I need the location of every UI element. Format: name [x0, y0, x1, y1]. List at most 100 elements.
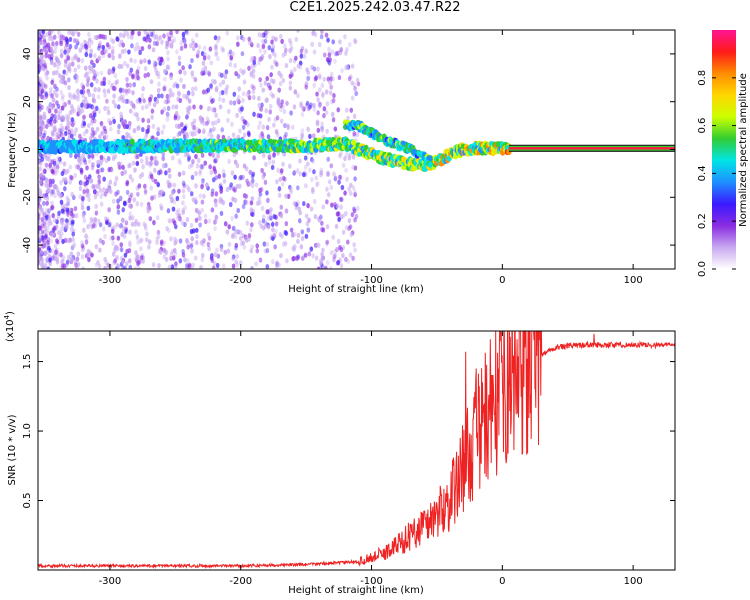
- noise-cell: [114, 176, 119, 182]
- noise-cell: [290, 232, 295, 238]
- noise-cell: [229, 100, 233, 106]
- noise-cell: [231, 132, 236, 138]
- noise-cell: [216, 118, 221, 124]
- noise-cell: [305, 221, 310, 227]
- noise-cell: [190, 70, 195, 76]
- noise-cell: [127, 49, 131, 55]
- noise-cell: [310, 176, 314, 183]
- noise-cell: [53, 118, 57, 124]
- noise-cell: [296, 92, 300, 99]
- noise-cell: [193, 255, 198, 261]
- noise-cell: [181, 31, 186, 37]
- noise-cell: [230, 215, 234, 221]
- noise-cell: [296, 30, 300, 33]
- noise-cell: [119, 111, 123, 117]
- colorbar-tick-label: 0.6: [697, 118, 708, 134]
- noise-cell: [353, 39, 358, 45]
- noise-cell: [76, 64, 81, 70]
- noise-cell: [258, 257, 263, 263]
- noise-cell: [124, 220, 129, 226]
- noise-cell: [264, 108, 269, 114]
- noise-cell: [263, 248, 268, 254]
- noise-cell: [196, 208, 201, 215]
- noise-cell: [60, 105, 65, 111]
- noise-cell: [265, 125, 270, 131]
- noise-cell: [111, 38, 116, 45]
- snr-frame: [37, 330, 676, 571]
- noise-cell: [84, 51, 89, 58]
- noise-cell: [143, 36, 148, 42]
- noise-cell: [64, 70, 69, 76]
- noise-cell: [55, 238, 59, 244]
- noise-cell: [277, 102, 282, 108]
- noise-cell: [263, 49, 267, 55]
- noise-cell: [173, 115, 178, 121]
- noise-cell: [129, 67, 134, 73]
- noise-cell: [56, 103, 61, 110]
- noise-cell: [269, 78, 274, 84]
- noise-cell: [85, 180, 89, 186]
- noise-cell: [282, 108, 287, 115]
- noise-cell: [235, 112, 239, 118]
- noise-cell: [103, 129, 108, 135]
- noise-cell: [278, 81, 283, 87]
- noise-cell: [238, 235, 243, 241]
- noise-cell: [340, 184, 345, 191]
- noise-cell: [292, 170, 296, 176]
- noise-cell: [258, 77, 263, 83]
- x-tick-label: -100: [360, 576, 383, 587]
- noise-cell: [279, 168, 284, 174]
- noise-cell: [258, 48, 263, 54]
- noise-cell: [219, 210, 224, 216]
- noise-cell: [324, 89, 329, 95]
- noise-cell: [45, 155, 49, 162]
- noise-cell: [49, 121, 54, 127]
- noise-cell: [275, 61, 279, 68]
- noise-cell: [257, 60, 261, 66]
- noise-cell: [128, 174, 133, 180]
- noise-cell: [309, 206, 314, 212]
- noise-cell: [185, 113, 190, 119]
- noise-cell: [70, 56, 75, 62]
- noise-cell: [271, 44, 276, 50]
- noise-cell: [47, 108, 52, 114]
- noise-cell: [115, 245, 119, 251]
- noise-cell: [299, 244, 304, 250]
- noise-cell: [42, 153, 47, 159]
- noise-cell: [214, 43, 218, 49]
- noise-cell: [68, 174, 73, 180]
- noise-cell: [38, 221, 42, 227]
- noise-cell: [53, 217, 57, 223]
- noise-cell: [174, 104, 179, 110]
- x-tick-label: 100: [624, 275, 643, 286]
- noise-cell: [84, 233, 88, 239]
- noise-cell: [84, 128, 89, 134]
- noise-cell: [306, 75, 310, 81]
- noise-cell: [190, 131, 195, 137]
- noise-cell: [38, 152, 43, 158]
- noise-cell: [352, 113, 357, 119]
- noise-cell: [166, 179, 170, 185]
- noise-cell: [81, 84, 86, 90]
- noise-cell: [140, 171, 145, 178]
- noise-cell: [261, 87, 266, 93]
- noise-cell: [173, 250, 178, 256]
- noise-cell: [283, 47, 288, 53]
- noise-cell: [103, 191, 108, 197]
- noise-cell: [173, 240, 178, 246]
- noise-cell: [234, 228, 238, 235]
- noise-cell: [345, 46, 349, 53]
- noise-cell: [46, 266, 51, 269]
- noise-cell: [55, 86, 59, 92]
- noise-cell: [267, 116, 271, 122]
- noise-cell: [350, 80, 354, 86]
- noise-cell: [214, 214, 219, 220]
- noise-cell: [126, 132, 131, 139]
- noise-cell: [164, 170, 168, 176]
- noise-cell: [87, 122, 91, 129]
- noise-cell: [241, 97, 245, 103]
- noise-cell: [107, 207, 111, 213]
- noise-cell: [224, 69, 229, 75]
- noise-cell: [265, 209, 270, 215]
- noise-cell: [108, 188, 113, 195]
